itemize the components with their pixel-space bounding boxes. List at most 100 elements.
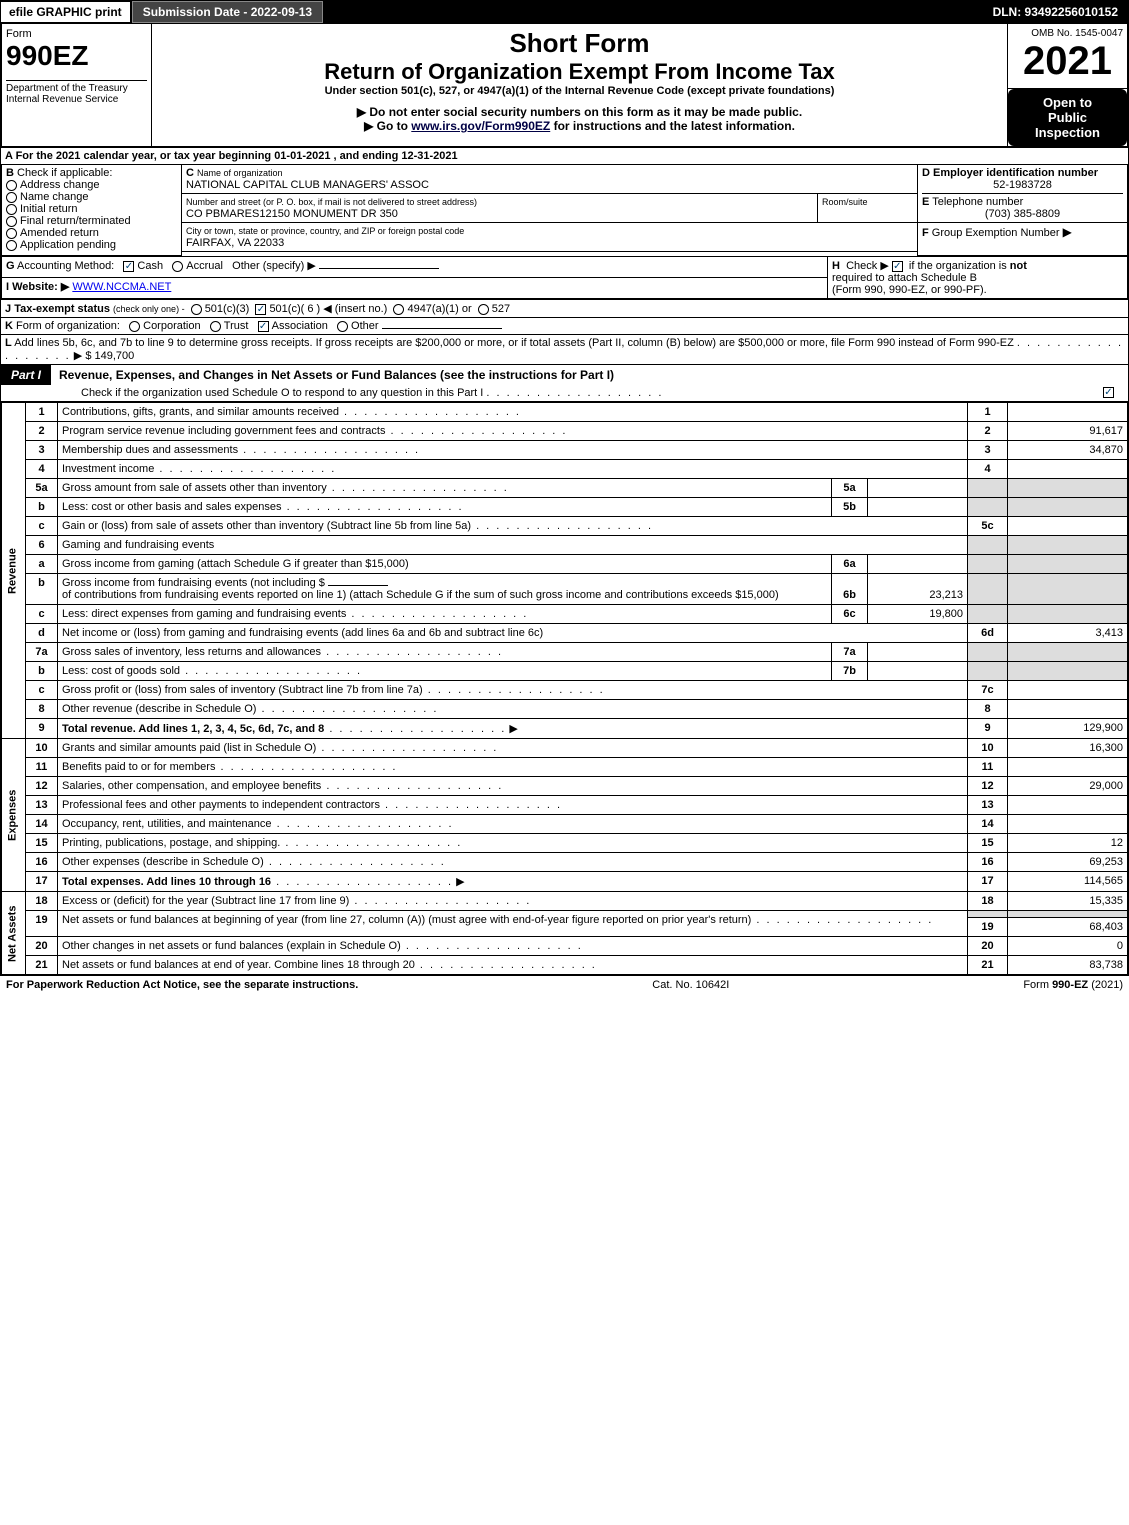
dots-1 — [339, 406, 521, 418]
line8-val — [1008, 700, 1128, 719]
line7a-sn: 7a — [832, 643, 868, 662]
final-return-checkbox[interactable] — [6, 216, 17, 227]
line7c-num: c — [26, 681, 58, 700]
city-label: City or town, state or province, country… — [186, 226, 464, 236]
ein-label: Employer identification number — [933, 167, 1098, 179]
501c3-checkbox[interactable] — [191, 304, 202, 315]
other-org-input[interactable] — [382, 328, 502, 329]
box-c-label: C — [186, 167, 194, 179]
line6b-rv-shaded — [1008, 574, 1128, 605]
dots-9 — [324, 723, 506, 735]
dots-15 — [280, 837, 462, 849]
line6c-num: c — [26, 605, 58, 624]
line6d-desc: Net income or (loss) from gaming and fun… — [62, 627, 543, 639]
website-label: Website: ▶ — [12, 281, 69, 293]
line6b-blank[interactable] — [328, 585, 388, 586]
accrual-checkbox[interactable] — [172, 261, 183, 272]
4947-checkbox[interactable] — [393, 304, 404, 315]
phone-label: Telephone number — [932, 196, 1023, 208]
line5b-rv-shaded — [1008, 498, 1128, 517]
line13-rn: 13 — [968, 796, 1008, 815]
schedule-b-checkbox[interactable] — [892, 261, 903, 272]
cash-label: Cash — [137, 260, 163, 272]
line18-desc: Excess or (deficit) for the year (Subtra… — [62, 895, 349, 907]
assoc-checkbox[interactable] — [258, 321, 269, 332]
line5a-sn: 5a — [832, 479, 868, 498]
line6d-val: 3,413 — [1008, 624, 1128, 643]
footer-catno: Cat. No. 10642I — [652, 979, 729, 991]
schedule-o-checkbox[interactable] — [1103, 387, 1114, 398]
line9-val: 129,900 — [1008, 719, 1128, 739]
line10-val: 16,300 — [1008, 739, 1128, 758]
4947-label: 4947(a)(1) or — [407, 303, 471, 315]
submission-date: Submission Date - 2022-09-13 — [132, 1, 323, 23]
app-pending-checkbox[interactable] — [6, 240, 17, 251]
goto-pre: ▶ Go to — [364, 119, 411, 133]
501c-checkbox[interactable] — [255, 304, 266, 315]
line20-desc: Other changes in net assets or fund bala… — [62, 940, 401, 952]
line5b-rn-shaded — [968, 498, 1008, 517]
initial-return-checkbox[interactable] — [6, 204, 17, 215]
other-org-checkbox[interactable] — [337, 321, 348, 332]
tax-year: 2021 — [1012, 39, 1123, 84]
group-exempt-arrow: ▶ — [1063, 225, 1072, 239]
name-change-checkbox[interactable] — [6, 192, 17, 203]
dots-19 — [751, 914, 933, 926]
line7b-sn: 7b — [832, 662, 868, 681]
dots-p1 — [486, 387, 663, 399]
goto-link[interactable]: www.irs.gov/Form990EZ — [411, 119, 550, 133]
other-label: Other (specify) ▶ — [232, 260, 316, 272]
footer-form-word: Form — [1023, 979, 1052, 991]
527-checkbox[interactable] — [478, 304, 489, 315]
gh-table: G Accounting Method: Cash Accrual Other … — [1, 256, 1128, 299]
line6a-num: a — [26, 555, 58, 574]
open-public-box: Open to Public Inspection — [1008, 89, 1127, 146]
accrual-label: Accrual — [186, 260, 223, 272]
box-k: K Form of organization: Corporation Trus… — [1, 317, 1128, 334]
line1-num: 1 — [26, 403, 58, 422]
addr-change-checkbox[interactable] — [6, 180, 17, 191]
box-l-text: Add lines 5b, 6c, and 7b to line 9 to de… — [14, 337, 1014, 349]
line1-desc: Contributions, gifts, grants, and simila… — [62, 406, 339, 418]
line4-val — [1008, 460, 1128, 479]
box-e-label: E — [922, 196, 929, 208]
corp-checkbox[interactable] — [129, 321, 140, 332]
h-text3: required to attach Schedule B — [832, 272, 977, 284]
line15-rn: 15 — [968, 834, 1008, 853]
other-specify-input[interactable] — [319, 268, 439, 269]
line15-num: 15 — [26, 834, 58, 853]
h-text2: if the organization is — [909, 260, 1010, 272]
footer-form-num: 990-EZ — [1052, 979, 1088, 991]
cash-checkbox[interactable] — [123, 261, 134, 272]
part1-title: Revenue, Expenses, and Changes in Net As… — [51, 368, 614, 382]
line6d-rn: 6d — [968, 624, 1008, 643]
form-container: efile GRAPHIC print Submission Date - 20… — [0, 0, 1129, 976]
line6b-sn: 6b — [832, 574, 868, 605]
footer-left: For Paperwork Reduction Act Notice, see … — [6, 979, 358, 991]
line17-rn: 17 — [968, 872, 1008, 892]
box-b-title: Check if applicable: — [17, 167, 112, 179]
line8-num: 8 — [26, 700, 58, 719]
website-link[interactable]: WWW.NCCMA.NET — [72, 281, 171, 293]
line15-val: 12 — [1008, 834, 1128, 853]
omb-number: OMB No. 1545-0047 — [1012, 28, 1123, 39]
group-exempt-label: Group Exemption Number — [932, 227, 1060, 239]
dots-7c — [423, 684, 605, 696]
line11-desc: Benefits paid to or for members — [62, 761, 215, 773]
line5c-desc: Gain or (loss) from sale of assets other… — [62, 520, 471, 532]
line10-desc: Grants and similar amounts paid (list in… — [62, 742, 316, 754]
dots-8 — [256, 703, 438, 715]
line13-num: 13 — [26, 796, 58, 815]
trust-checkbox[interactable] — [210, 321, 221, 332]
efile-label[interactable]: efile GRAPHIC print — [1, 2, 130, 22]
line6-num: 6 — [26, 536, 58, 555]
form-number: 990EZ — [6, 40, 147, 72]
netassets-side-label: Net Assets — [2, 892, 26, 975]
footer-form-year: (2021) — [1088, 979, 1123, 991]
amended-return-checkbox[interactable] — [6, 228, 17, 239]
box-g-label: G — [6, 260, 15, 272]
line7a-sv — [868, 643, 968, 662]
revenue-side-label: Revenue — [2, 403, 26, 739]
line16-desc: Other expenses (describe in Schedule O) — [62, 856, 264, 868]
dots-13 — [380, 799, 562, 811]
